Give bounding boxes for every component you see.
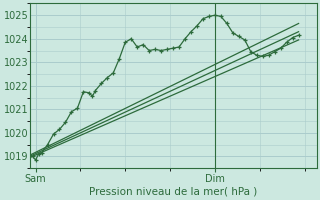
- X-axis label: Pression niveau de la mer( hPa ): Pression niveau de la mer( hPa ): [89, 187, 257, 197]
